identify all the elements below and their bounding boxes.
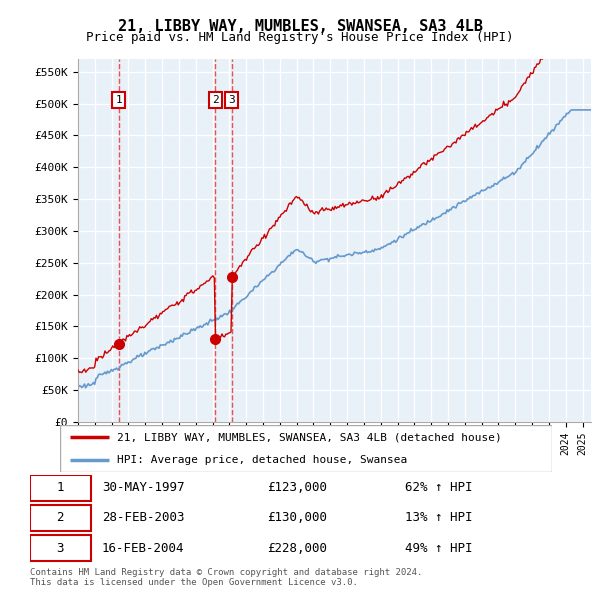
Text: 13% ↑ HPI: 13% ↑ HPI	[406, 512, 473, 525]
Text: £228,000: £228,000	[268, 542, 328, 555]
Text: 3: 3	[228, 96, 235, 106]
Text: 2: 2	[212, 96, 218, 106]
FancyBboxPatch shape	[30, 475, 91, 500]
Text: £123,000: £123,000	[268, 481, 328, 494]
FancyBboxPatch shape	[30, 535, 91, 561]
FancyBboxPatch shape	[30, 505, 91, 531]
Text: HPI: Average price, detached house, Swansea: HPI: Average price, detached house, Swan…	[116, 455, 407, 465]
Text: 30-MAY-1997: 30-MAY-1997	[102, 481, 184, 494]
FancyBboxPatch shape	[60, 425, 552, 472]
Text: 21, LIBBY WAY, MUMBLES, SWANSEA, SA3 4LB (detached house): 21, LIBBY WAY, MUMBLES, SWANSEA, SA3 4LB…	[116, 432, 502, 442]
Text: 28-FEB-2003: 28-FEB-2003	[102, 512, 184, 525]
Text: 1: 1	[115, 96, 122, 106]
Text: Price paid vs. HM Land Registry's House Price Index (HPI): Price paid vs. HM Land Registry's House …	[86, 31, 514, 44]
Text: 1: 1	[56, 481, 64, 494]
Text: 3: 3	[56, 542, 64, 555]
Text: £130,000: £130,000	[268, 512, 328, 525]
Text: 21, LIBBY WAY, MUMBLES, SWANSEA, SA3 4LB: 21, LIBBY WAY, MUMBLES, SWANSEA, SA3 4LB	[118, 19, 482, 34]
Text: 2: 2	[56, 512, 64, 525]
Text: Contains HM Land Registry data © Crown copyright and database right 2024.: Contains HM Land Registry data © Crown c…	[30, 568, 422, 577]
Text: 62% ↑ HPI: 62% ↑ HPI	[406, 481, 473, 494]
Text: This data is licensed under the Open Government Licence v3.0.: This data is licensed under the Open Gov…	[30, 578, 358, 587]
Text: 49% ↑ HPI: 49% ↑ HPI	[406, 542, 473, 555]
Text: 16-FEB-2004: 16-FEB-2004	[102, 542, 184, 555]
